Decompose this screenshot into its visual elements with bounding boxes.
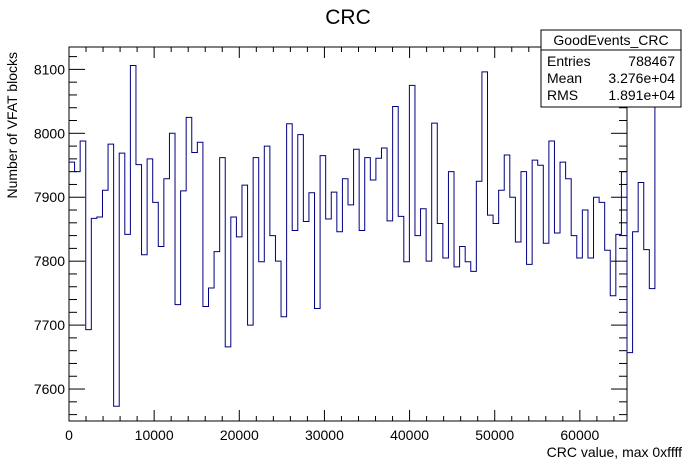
x-tick-label: 20000 [220,427,259,443]
x-tick-label: 60000 [560,427,599,443]
stats-entries-value: 788467 [628,53,675,69]
x-axis: 0 10000 20000 30000 40000 50000 60000 [65,47,615,443]
x-tick-label: 0 [65,427,73,443]
y-tick-label: 7900 [34,189,65,205]
y-tick-label: 7700 [34,317,65,333]
y-tick-label: 7800 [34,253,65,269]
chart-title: CRC [325,6,371,29]
x-tick-label: 50000 [475,427,514,443]
x-axis-label: CRC value, max 0xffff [547,444,683,460]
stats-entries-label: Entries [547,53,591,69]
y-tick-label: 7600 [34,381,65,397]
stats-rms-value: 1.891e+04 [608,87,675,103]
y-tick-label: 8000 [34,125,65,141]
stats-mean-label: Mean [547,70,582,86]
y-axis: 7600 7700 7800 7900 8000 8100 [34,56,627,416]
y-tick-label: 8100 [34,61,65,77]
stats-box: GoodEvents_CRC Entries 788467 Mean 3.276… [540,29,682,108]
stats-mean-value: 3.276e+04 [608,70,675,86]
x-tick-label: 30000 [305,427,344,443]
x-tick-label: 10000 [135,427,174,443]
stats-title: GoodEvents_CRC [553,32,668,48]
y-axis-label: Number of VFAT blocks [4,52,20,199]
x-tick-label: 40000 [390,427,429,443]
stats-rms-label: RMS [547,87,578,103]
histogram-series [69,65,661,407]
